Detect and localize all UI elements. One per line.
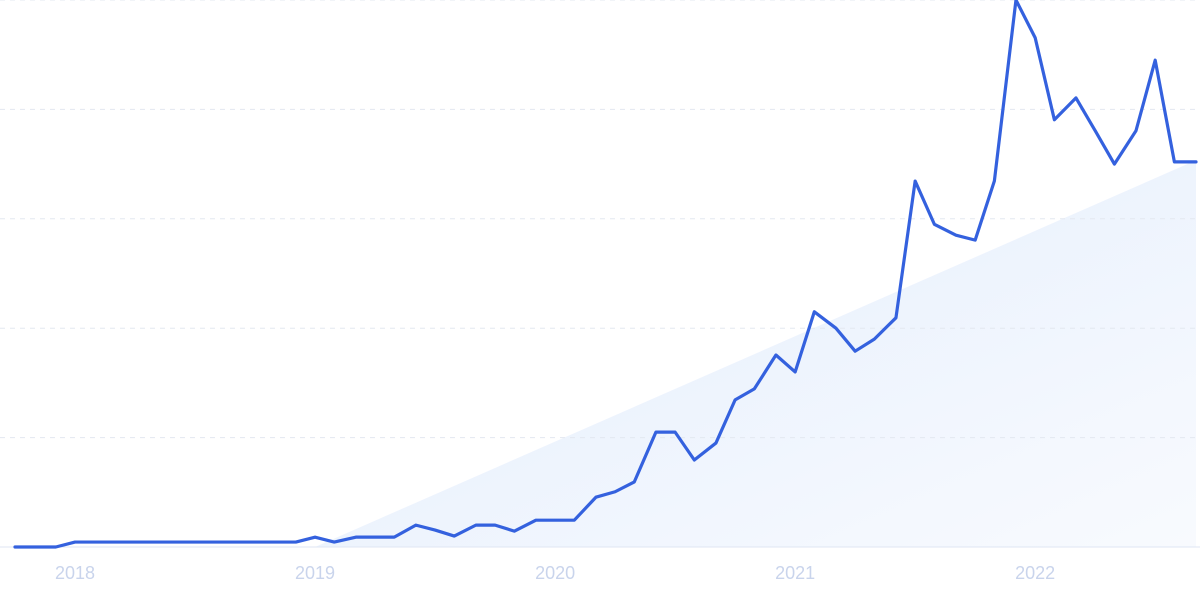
x-tick-label: 2019 bbox=[295, 563, 335, 583]
trend-area bbox=[315, 160, 1197, 547]
x-tick-label: 2020 bbox=[535, 563, 575, 583]
x-tick-label: 2021 bbox=[775, 563, 815, 583]
data-line bbox=[13, 0, 1198, 549]
x-tick-label: 2022 bbox=[1015, 563, 1055, 583]
x-tick-label: 2018 bbox=[55, 563, 95, 583]
